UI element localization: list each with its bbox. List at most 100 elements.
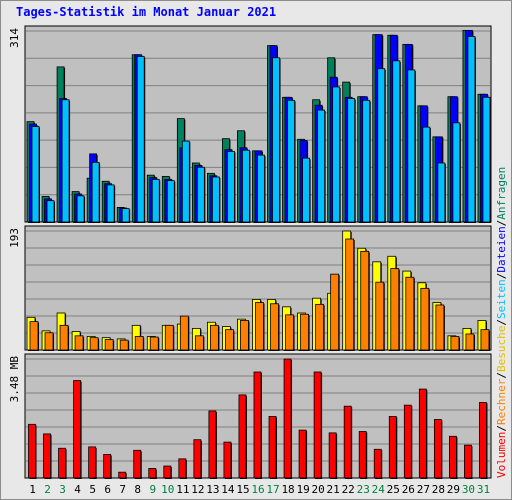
volumen-bar	[343, 405, 352, 479]
legend-separator: /	[495, 273, 508, 280]
day-label-24: 24	[372, 483, 386, 496]
bottom-ymax-label: 3.48 MB	[8, 356, 21, 403]
top-ymax-label: 314	[8, 28, 21, 48]
day-label-9: 9	[149, 483, 156, 496]
day-label-1: 1	[29, 483, 36, 496]
volumen-bar	[238, 394, 247, 479]
day-label-29: 29	[447, 483, 460, 496]
day-label-31: 31	[477, 483, 490, 496]
volumen-bar	[103, 454, 112, 479]
seiten-bar	[287, 99, 295, 223]
volumen-bar	[193, 439, 202, 479]
day-label-17: 17	[266, 483, 279, 496]
seiten-bar	[377, 68, 386, 223]
seiten-bar	[347, 98, 356, 223]
seiten-bar	[181, 140, 190, 223]
seiten-bar	[121, 208, 130, 223]
volumen-bar	[388, 416, 397, 479]
seiten-bar	[482, 96, 491, 223]
day-label-28: 28	[432, 483, 445, 496]
day-label-2: 2	[44, 483, 51, 496]
volumen-bar	[464, 444, 472, 479]
rechner-bar	[450, 336, 460, 351]
middle-ymax-label: 193	[8, 228, 21, 248]
seiten-bar	[362, 99, 371, 223]
volumen-bar	[178, 458, 187, 479]
seiten-bar	[151, 179, 160, 223]
rechner-bar	[89, 337, 99, 351]
seiten-bar	[76, 195, 85, 223]
seiten-bar	[302, 157, 310, 223]
legend: Volumen/Rechner/Besuche/Seiten/Dateien/A…	[495, 167, 508, 478]
volumen-bar	[163, 465, 172, 479]
volumen-bar	[449, 435, 457, 479]
volumen-bar	[133, 449, 142, 479]
legend-item-rechner: Rechner	[495, 378, 508, 425]
seiten-bar	[407, 69, 416, 223]
legend-separator: /	[495, 220, 508, 227]
seiten-bar	[31, 126, 40, 223]
rechner-bar	[330, 273, 340, 351]
seiten-bar	[332, 86, 341, 223]
rechner-bar	[270, 303, 279, 351]
rechner-bar	[179, 315, 189, 351]
day-label-12: 12	[191, 483, 204, 496]
day-label-20: 20	[312, 483, 325, 496]
rechner-bar	[209, 324, 219, 351]
volumen-bar	[148, 468, 157, 479]
seiten-bar	[422, 126, 431, 223]
day-label-15: 15	[236, 483, 249, 496]
day-label-6: 6	[104, 483, 111, 496]
seiten-bar	[257, 154, 265, 223]
rechner-bar	[480, 329, 490, 351]
legend-item-dateien: Dateien	[495, 226, 508, 272]
day-label-23: 23	[357, 483, 370, 496]
rechner-bar	[29, 321, 39, 351]
seiten-bar	[242, 149, 250, 223]
volumen-bar	[313, 371, 322, 479]
seiten-bar	[211, 176, 220, 223]
volumen-bar	[28, 423, 36, 479]
seiten-bar	[166, 180, 175, 223]
volumen-bar	[253, 371, 262, 479]
day-label-5: 5	[89, 483, 96, 496]
seiten-bar	[46, 200, 55, 223]
volumen-bar	[88, 446, 97, 479]
day-label-4: 4	[74, 483, 81, 496]
seiten-bar	[61, 99, 70, 223]
rechner-bar	[465, 333, 475, 351]
volumen-bar	[403, 404, 412, 479]
seiten-bar	[272, 57, 280, 223]
day-label-19: 19	[296, 483, 309, 496]
day-label-22: 22	[342, 483, 355, 496]
seiten-bar	[136, 56, 145, 223]
day-label-3: 3	[59, 483, 66, 496]
day-label-21: 21	[327, 483, 340, 496]
volumen-bar	[208, 410, 217, 479]
volumen-bar	[298, 429, 307, 479]
rechner-bar	[255, 302, 264, 351]
volumen-bar	[43, 433, 51, 479]
legend-item-besuche: Besuche	[495, 326, 508, 372]
chart-title: Tages-Statistik im Monat Januar 2021	[16, 5, 277, 19]
rechner-bar	[405, 276, 415, 351]
seiten-bar	[437, 162, 446, 223]
volumen-bar	[358, 431, 367, 479]
legend-item-anfragen: Anfragen	[495, 167, 508, 220]
day-label-30: 30	[462, 483, 475, 496]
seiten-bar	[452, 122, 461, 223]
seiten-bar	[317, 109, 326, 223]
rechner-bar	[44, 332, 54, 351]
rechner-bar	[345, 238, 355, 351]
volumen-bar	[118, 471, 127, 479]
rechner-bar	[300, 313, 309, 351]
volumen-bar	[58, 447, 66, 479]
volumen-bar	[268, 416, 277, 479]
rechner-bar	[74, 335, 84, 351]
volumen-bar	[73, 380, 81, 479]
day-label-27: 27	[417, 483, 430, 496]
rechner-bar	[119, 339, 129, 351]
rechner-bar	[149, 336, 159, 351]
legend-separator: /	[495, 319, 508, 326]
